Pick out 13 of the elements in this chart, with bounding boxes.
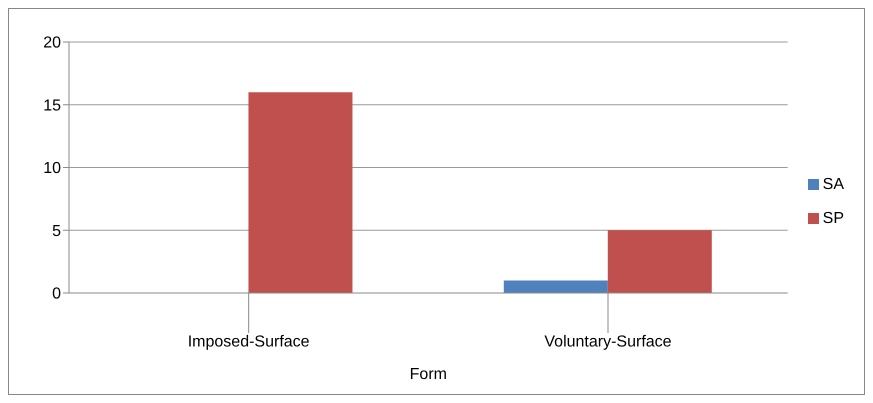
y-tick-label: 5 [52, 222, 62, 240]
y-tick-label: 20 [43, 34, 62, 52]
x-tick-label: Voluntary-Surface [544, 333, 672, 350]
y-tick-label: 10 [43, 160, 62, 178]
x-axis-title: Form [410, 366, 447, 383]
y-tick-label: 15 [43, 97, 62, 114]
x-tick-label: Imposed-Surface [188, 333, 310, 350]
y-tick-label: 0 [52, 286, 62, 303]
bar [248, 92, 352, 293]
legend-label: SP [822, 210, 844, 226]
bar [608, 230, 712, 293]
bar [504, 280, 608, 293]
legend-label: SA [822, 176, 844, 192]
